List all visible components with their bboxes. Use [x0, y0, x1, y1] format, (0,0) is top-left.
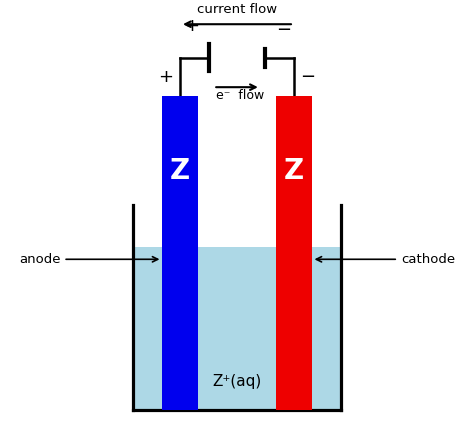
- FancyBboxPatch shape: [276, 96, 311, 410]
- Text: +: +: [184, 17, 200, 35]
- Text: −: −: [301, 68, 316, 86]
- Text: anode: anode: [19, 253, 158, 266]
- Text: Z⁺(aq): Z⁺(aq): [212, 374, 262, 388]
- Text: +: +: [158, 68, 173, 86]
- Text: e⁻  flow: e⁻ flow: [216, 89, 264, 102]
- FancyBboxPatch shape: [133, 247, 341, 410]
- FancyBboxPatch shape: [162, 96, 198, 410]
- Text: Z: Z: [170, 157, 190, 185]
- Text: current flow: current flow: [197, 3, 277, 16]
- Text: cathode: cathode: [316, 253, 455, 266]
- Text: −: −: [276, 21, 291, 39]
- Text: Z: Z: [284, 157, 304, 185]
